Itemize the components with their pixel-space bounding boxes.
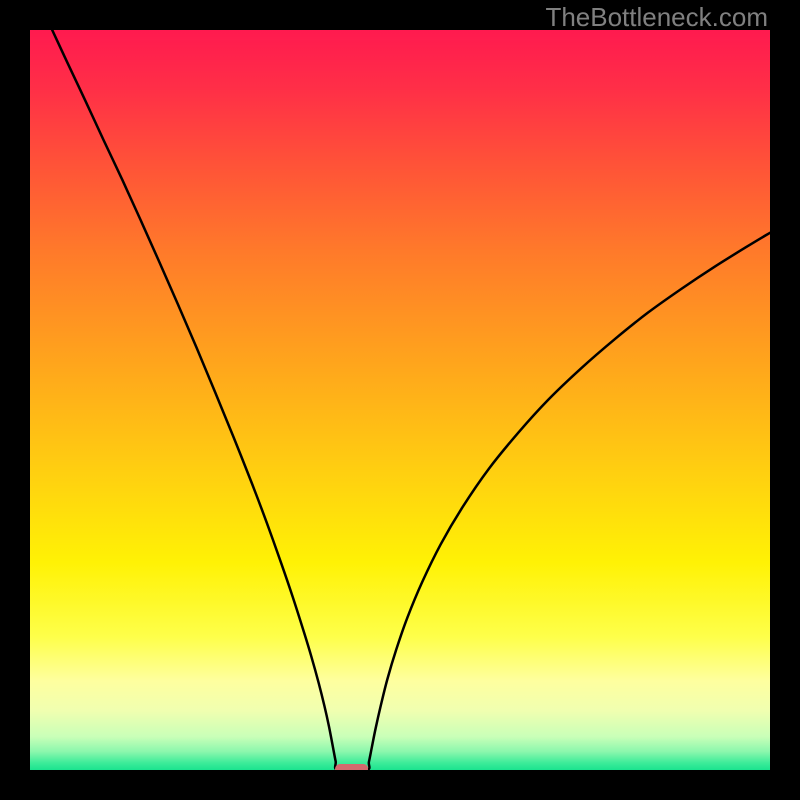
chart-frame <box>30 30 770 770</box>
bottleneck-curve <box>30 30 770 770</box>
watermark-label: TheBottleneck.com <box>545 2 768 33</box>
plot-area <box>30 30 770 770</box>
optimal-range-marker <box>335 764 368 770</box>
